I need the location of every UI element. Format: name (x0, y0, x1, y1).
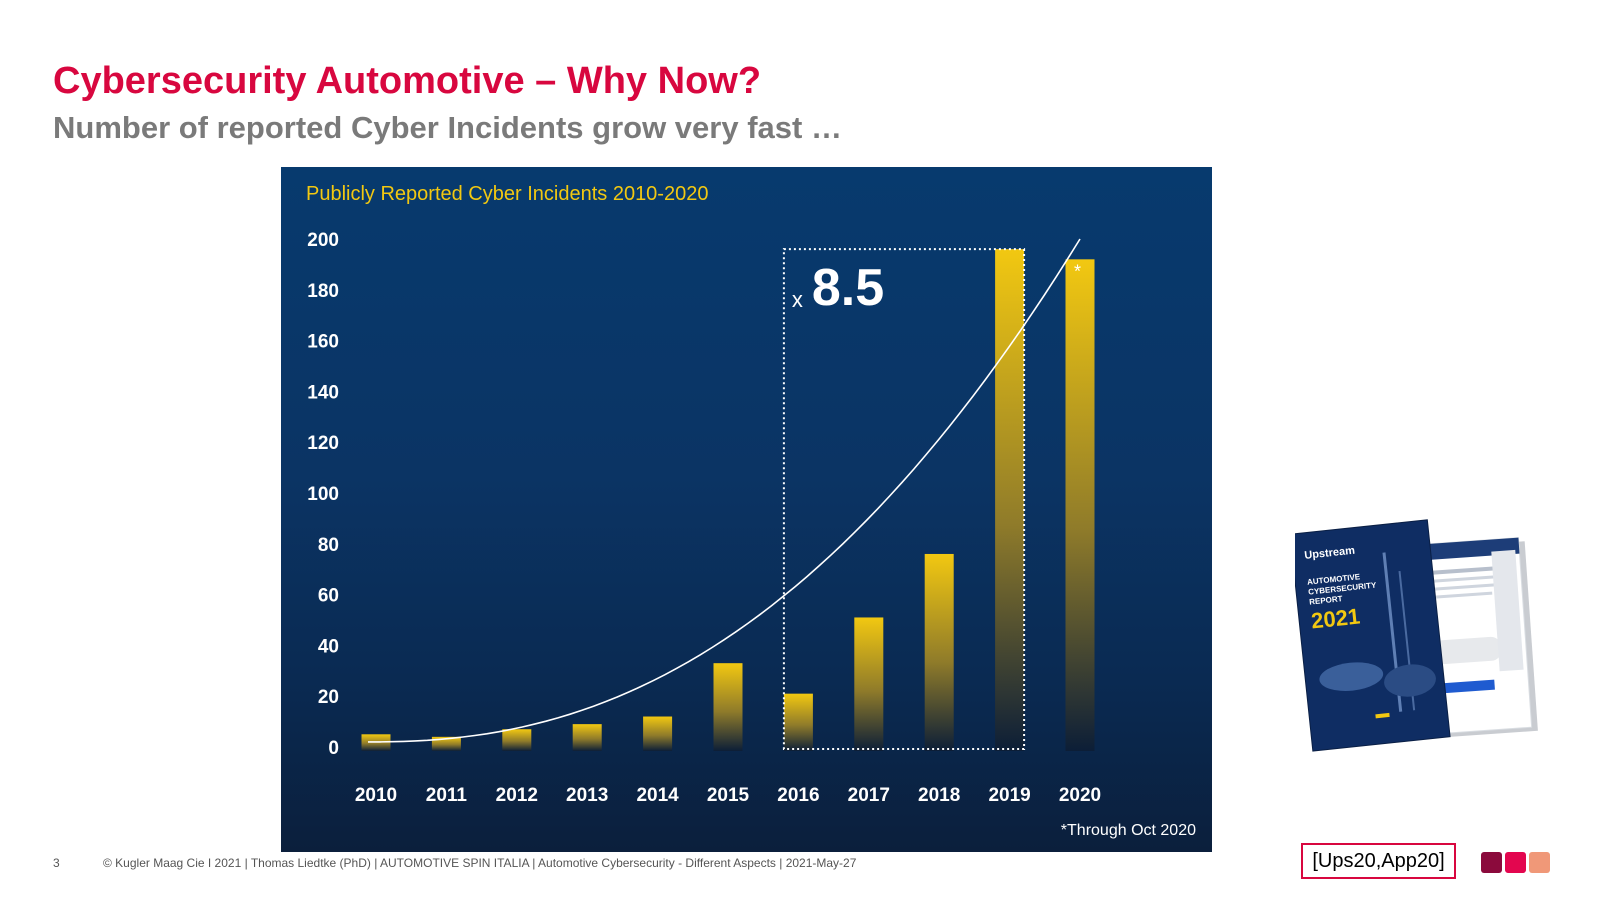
multiplier-prefix: x (792, 287, 803, 312)
footer-text: © Kugler Maag Cie I 2021 | Thomas Liedtk… (103, 856, 857, 870)
brand-square-red (1505, 852, 1526, 873)
y-tick-label: 20 (318, 687, 339, 708)
bars (361, 249, 1095, 751)
chart-title: Publicly Reported Cyber Incidents 2010-2… (306, 183, 708, 205)
thumb-line3: REPORT (1309, 594, 1343, 606)
chart-canvas: Publicly Reported Cyber Incidents 2010-2… (306, 183, 1196, 839)
y-tick-label: 120 (307, 433, 339, 454)
bar-2014 (643, 716, 673, 751)
x-tick-label: 2016 (777, 785, 819, 806)
incidents-chart: Publicly Reported Cyber Incidents 2010-2… (281, 167, 1212, 852)
brand-squares (1481, 852, 1550, 873)
bar-2012 (502, 729, 532, 751)
x-tick-label: 2013 (566, 785, 608, 806)
y-tick-label: 80 (318, 535, 339, 556)
bar-2017 (854, 617, 884, 751)
bar-2016 (783, 693, 813, 751)
y-tick-label: 60 (318, 586, 339, 607)
citation-box: [Ups20,App20] (1301, 843, 1456, 879)
x-tick-label: 2018 (918, 785, 960, 806)
bar-2011 (431, 736, 461, 751)
y-tick-label: 200 (307, 230, 339, 251)
x-tick-label: 2020 (1059, 785, 1101, 806)
x-tick-label: 2017 (848, 785, 890, 806)
report-thumbnail: Upstream AUTOMOTIVE CYBERSECURITY REPORT… (1295, 519, 1538, 752)
x-tick-label: 2011 (426, 785, 468, 806)
brand-square-salmon (1529, 852, 1550, 873)
page-number: 3 (53, 856, 60, 870)
y-tick-label: 0 (328, 738, 339, 759)
bar-2019 (995, 249, 1025, 751)
thumb-brand: Upstream (1304, 545, 1356, 562)
x-axis: 2010 2011 2012 2013 2014 2015 2016 2017 2018 2019… (355, 785, 1101, 806)
y-tick-label: 180 (307, 281, 339, 302)
thumb-year: 2021 (1310, 603, 1361, 633)
x-tick-label: 2014 (636, 785, 679, 806)
bar-asterisk: * (1074, 261, 1081, 281)
growth-bracket (782, 248, 1026, 750)
y-tick-label: 40 (318, 636, 339, 657)
bar-2015 (713, 663, 743, 751)
brand-square-dark (1481, 852, 1502, 873)
bar-2018 (924, 553, 954, 751)
y-tick-label: 140 (307, 382, 339, 403)
y-axis: 0 20 40 60 80 100 120 140 160 180 200 (307, 230, 339, 759)
multiplier-value: 8.5 (812, 259, 884, 317)
x-tick-label: 2012 (496, 785, 538, 806)
slide-title: Cybersecurity Automotive – Why Now? (53, 60, 762, 102)
x-tick-label: 2010 (355, 785, 397, 806)
bar-2013 (572, 724, 602, 751)
trend-curve (368, 238, 1081, 743)
x-tick-label: 2019 (988, 785, 1030, 806)
bar-2020 (1065, 259, 1095, 751)
slide-subtitle: Number of reported Cyber Incidents grow … (53, 110, 842, 145)
chart-footnote: *Through Oct 2020 (1061, 822, 1196, 839)
y-tick-label: 100 (307, 484, 339, 505)
x-tick-label: 2015 (707, 785, 750, 806)
y-tick-label: 160 (307, 332, 339, 353)
